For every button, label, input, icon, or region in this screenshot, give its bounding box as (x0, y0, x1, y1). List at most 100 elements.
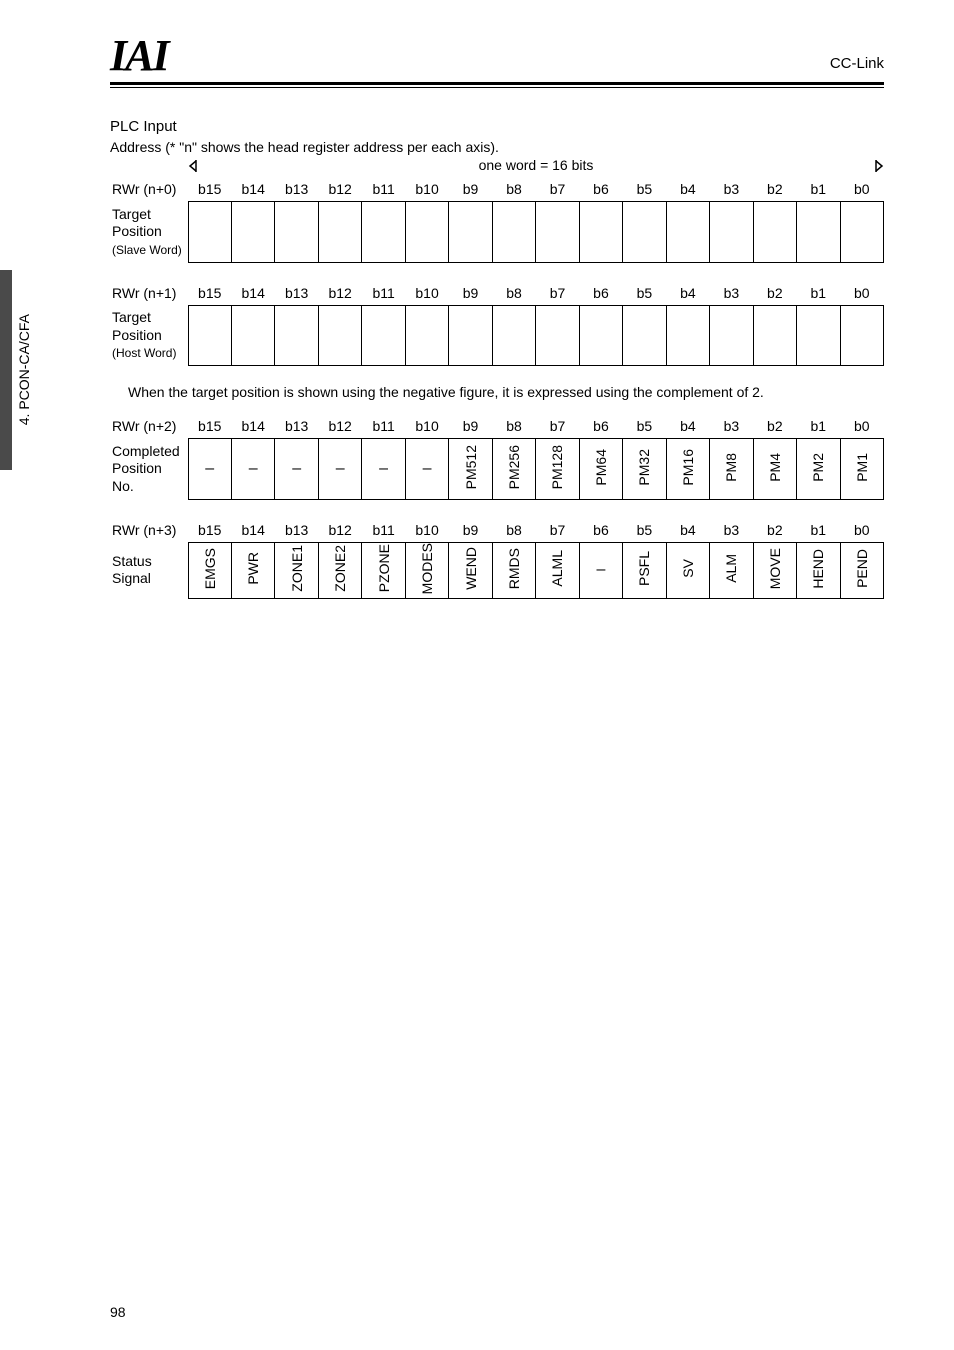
bit-header: b6 (579, 518, 622, 543)
bit-header: b7 (536, 281, 579, 306)
bit-cell (275, 305, 318, 366)
bit-cell: – (231, 439, 274, 500)
bit-header: b7 (536, 177, 579, 202)
bit-cell: PM2 (797, 439, 840, 500)
bit-header: b13 (275, 177, 318, 202)
table-n2: RWr (n+2) b15 b14 b13 b12 b11 b10 b9 b8 … (110, 414, 884, 500)
bit-cell (623, 305, 666, 366)
side-tab: 4. PCON-CA/CFA (0, 270, 40, 470)
bit-cell: PM8 (710, 439, 753, 500)
table-block-n1: RWr (n+1) b15 b14 b13 b12 b11 b10 b9 b8 … (110, 281, 884, 367)
bit-cell (666, 202, 709, 263)
bit-cell: SV (666, 542, 709, 598)
bit-header: b11 (362, 414, 405, 439)
bit-cell (666, 305, 709, 366)
bit-header: b4 (666, 414, 709, 439)
bit-cell: – (405, 439, 448, 500)
bit-cell (275, 202, 318, 263)
bit-header: b5 (623, 414, 666, 439)
bit-cell (840, 305, 883, 366)
bit-cell: PM512 (449, 439, 492, 500)
bit-header: b8 (492, 177, 535, 202)
row-label-n2: RWr (n+2) (110, 414, 188, 439)
table-header-row: RWr (n+2) b15 b14 b13 b12 b11 b10 b9 b8 … (110, 414, 884, 439)
bit-cell: PM1 (840, 439, 883, 500)
bit-header: b6 (579, 281, 622, 306)
bit-cell (405, 305, 448, 366)
bit-cell (492, 305, 535, 366)
bit-header: b0 (840, 281, 883, 306)
bit-header: b13 (275, 281, 318, 306)
bit-cell: PEND (840, 542, 883, 598)
bit-header: b0 (840, 177, 883, 202)
bit-cell: – (275, 439, 318, 500)
bit-header: b1 (797, 518, 840, 543)
bit-header: b7 (536, 414, 579, 439)
bit-cell: PZONE (362, 542, 405, 598)
table-row: Target Position (Slave Word) (110, 202, 884, 263)
bit-header: b5 (623, 177, 666, 202)
bit-cell (449, 305, 492, 366)
bit-cell: ZONE1 (275, 542, 318, 598)
bit-cell (231, 202, 274, 263)
bit-cell: ALM (710, 542, 753, 598)
bit-header: b3 (710, 518, 753, 543)
side-tab-bar (0, 270, 12, 470)
bit-cell (318, 202, 361, 263)
header-rule-thick (110, 82, 884, 85)
bit-header: b6 (579, 414, 622, 439)
row-label-n3: RWr (n+3) (110, 518, 188, 543)
plc-input-heading: PLC Input (110, 118, 884, 135)
bit-cell: – (362, 439, 405, 500)
table-row: Target Position (Host Word) (110, 305, 884, 366)
bit-header: b12 (318, 518, 361, 543)
bit-cell: EMGS (188, 542, 231, 598)
bit-header: b11 (362, 518, 405, 543)
bit-cell: PM4 (753, 439, 796, 500)
bit-cell: HEND (797, 542, 840, 598)
bit-cell: ALML (536, 542, 579, 598)
bit-cell (536, 305, 579, 366)
bit-cell (623, 202, 666, 263)
bit-header: b13 (275, 414, 318, 439)
bit-header: b8 (492, 281, 535, 306)
bit-header: b7 (536, 518, 579, 543)
bit-header: b13 (275, 518, 318, 543)
bit-header: b12 (318, 177, 361, 202)
bit-cell: MODES (405, 542, 448, 598)
bit-header: b2 (753, 414, 796, 439)
bit-cell (188, 202, 231, 263)
bit-cell (318, 305, 361, 366)
bit-header: b10 (405, 518, 448, 543)
row-label-n0: RWr (n+0) (110, 177, 188, 202)
row-multi-label: Completed Position No. (112, 443, 186, 496)
bit-cell (536, 202, 579, 263)
bit-cell: MOVE (753, 542, 796, 598)
bit-header: b9 (449, 414, 492, 439)
address-note: Address (* "n" shows the head register a… (110, 139, 884, 155)
bit-cell (710, 305, 753, 366)
bit-cell: PSFL (623, 542, 666, 598)
arrow-right-icon (872, 159, 884, 176)
bit-cell (797, 305, 840, 366)
bit-cell (492, 202, 535, 263)
bit-header: b4 (666, 281, 709, 306)
bit-header: b1 (797, 414, 840, 439)
table-header-row: RWr (n+0) b15 b14 b13 b12 b11 b10 b9 b8 … (110, 177, 884, 202)
bit-cell: – (188, 439, 231, 500)
bit-header: b5 (623, 281, 666, 306)
bit-header: b12 (318, 281, 361, 306)
one-word-label: one word = 16 bits (479, 157, 594, 173)
bit-cell: ZONE2 (318, 542, 361, 598)
bit-header: b3 (710, 177, 753, 202)
bit-header: b1 (797, 281, 840, 306)
bit-cell (405, 202, 448, 263)
bit-cell (710, 202, 753, 263)
bit-header: b11 (362, 177, 405, 202)
bit-header: b11 (362, 281, 405, 306)
bit-cell: PM64 (579, 439, 622, 500)
bit-header: b2 (753, 281, 796, 306)
bit-header: b14 (231, 414, 274, 439)
row-label-n1: RWr (n+1) (110, 281, 188, 306)
bit-header: b9 (449, 281, 492, 306)
